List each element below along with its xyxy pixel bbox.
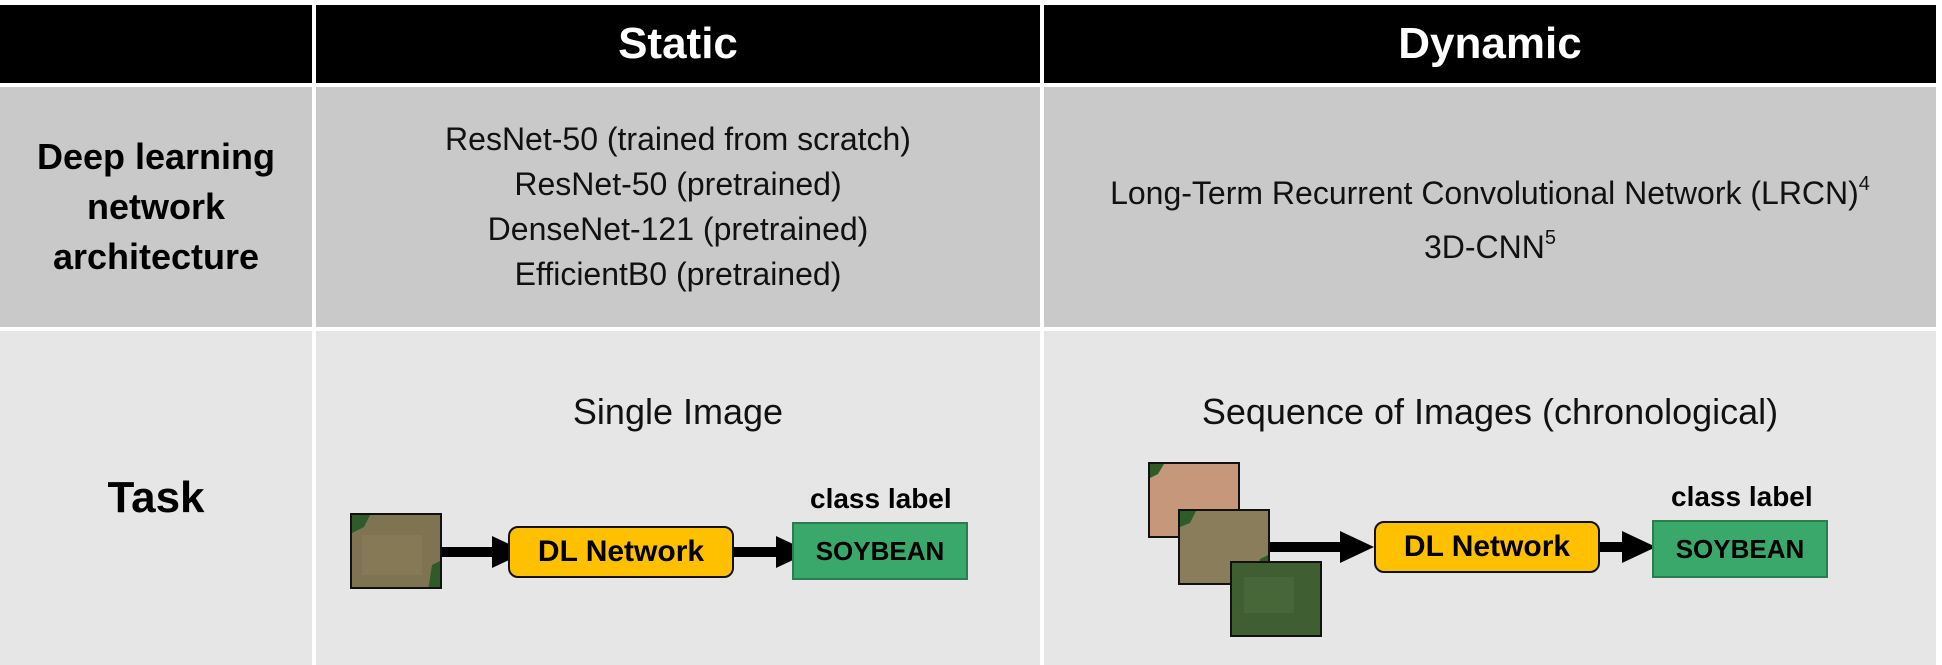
architecture-item: 3D-CNN5: [1044, 216, 1936, 270]
architecture-item: EfficientB0 (pretrained): [316, 252, 1040, 297]
dynamic-task-title: Sequence of Images (chronological): [1044, 391, 1936, 433]
citation-superscript: 5: [1545, 227, 1556, 249]
dl-network-box: DL Network: [508, 526, 734, 578]
class-label-box: SOYBEAN: [1652, 520, 1828, 578]
task-row-label: Task: [0, 331, 312, 665]
architecture-item: ResNet-50 (pretrained): [316, 162, 1040, 207]
architecture-item: ResNet-50 (trained from scratch): [316, 117, 1040, 162]
class-label-caption: class label: [1671, 481, 1813, 513]
header-static: Static: [316, 5, 1040, 83]
header-corner-cell: [0, 5, 312, 83]
static-architecture-cell: ResNet-50 (trained from scratch) ResNet-…: [316, 87, 1040, 327]
dl-network-box: DL Network: [1374, 521, 1600, 573]
dynamic-architecture-cell: Long-Term Recurrent Convolutional Networ…: [1044, 87, 1936, 327]
static-architecture-list: ResNet-50 (trained from scratch) ResNet-…: [316, 117, 1040, 297]
satellite-image-thumbnail: [1230, 561, 1322, 637]
architecture-row-label: Deep learning network architecture: [0, 87, 312, 327]
header-dynamic: Dynamic: [1044, 5, 1936, 83]
dynamic-architecture-list: Long-Term Recurrent Convolutional Networ…: [1044, 162, 1936, 270]
static-task-title: Single Image: [316, 391, 1040, 433]
class-label-box: SOYBEAN: [792, 522, 968, 580]
class-label-caption: class label: [810, 483, 952, 515]
static-task-cell: Single Image DL Network class label SOYB…: [316, 331, 1040, 665]
architecture-item: DenseNet-121 (pretrained): [316, 207, 1040, 252]
arrow-icon: [1600, 527, 1656, 567]
architecture-item: Long-Term Recurrent Convolutional Networ…: [1044, 162, 1936, 216]
satellite-image-thumbnail: [350, 513, 442, 589]
dynamic-task-cell: Sequence of Images (chronological) DL Ne…: [1044, 331, 1936, 665]
arrow-icon: [1270, 527, 1374, 567]
citation-superscript: 4: [1859, 173, 1870, 195]
